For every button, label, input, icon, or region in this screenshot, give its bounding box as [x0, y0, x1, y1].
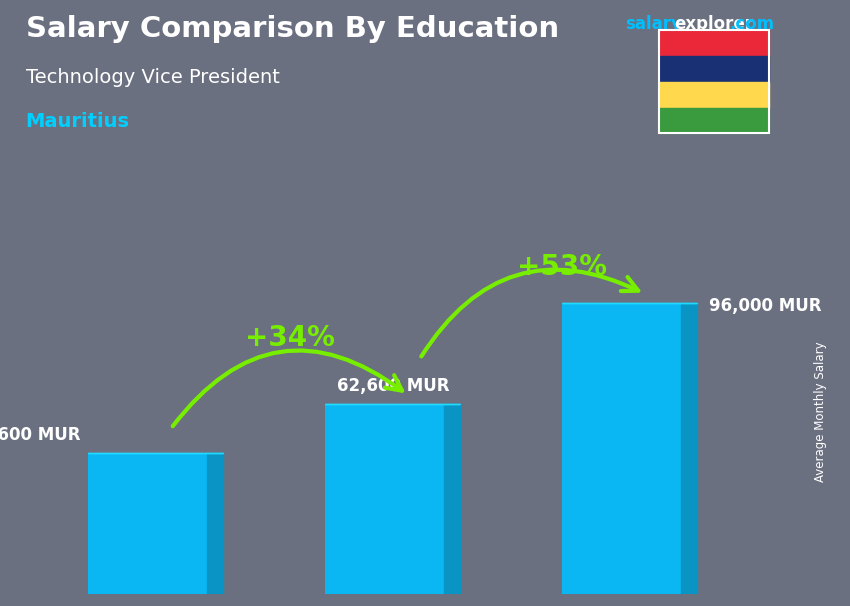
- Text: 46,600 MUR: 46,600 MUR: [0, 425, 81, 444]
- Bar: [562, 303, 681, 594]
- Text: 62,600 MUR: 62,600 MUR: [337, 377, 450, 395]
- Text: Salary Comparison By Education: Salary Comparison By Education: [26, 15, 558, 43]
- Bar: [325, 404, 444, 594]
- Text: Mauritius: Mauritius: [26, 112, 129, 131]
- Text: +53%: +53%: [517, 253, 607, 281]
- Text: +34%: +34%: [245, 324, 334, 351]
- Text: explorer: explorer: [674, 15, 753, 33]
- Text: Average Monthly Salary: Average Monthly Salary: [813, 342, 827, 482]
- Text: Technology Vice President: Technology Vice President: [26, 68, 280, 87]
- Polygon shape: [681, 303, 697, 594]
- Polygon shape: [207, 453, 224, 594]
- Text: 96,000 MUR: 96,000 MUR: [709, 297, 821, 315]
- Text: salary: salary: [625, 15, 682, 33]
- Text: .com: .com: [729, 15, 774, 33]
- Polygon shape: [444, 404, 460, 594]
- Bar: [88, 453, 207, 594]
